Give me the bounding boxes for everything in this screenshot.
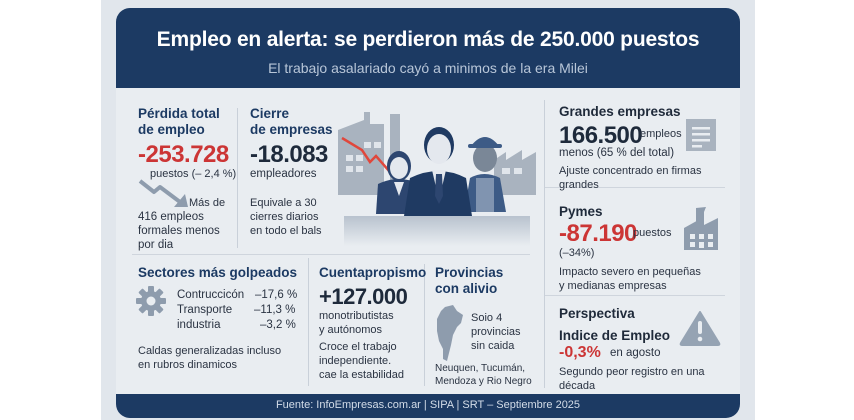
page-subtitle: El trabajo asalariado cayó a minimos de … [268,60,588,76]
perspectiva-unit: en agosto [610,347,661,359]
argentina-map-icon [437,305,463,361]
sector-row-value: –17,6 % [255,289,298,301]
sector-row-value: –3,2 % [260,319,296,331]
cuenta-unit-1: monotributistas [319,310,394,322]
cuenta-note-1: Croce el trabajo [319,341,397,353]
cierre-note-2: cierres diarios [250,211,319,223]
cuenta-title: Cuentapropismo [319,265,427,280]
provincias-note-3: sin caida [471,340,515,352]
cierre-unit: empleadores [250,168,317,180]
pymes-value: -87.190 [559,220,637,247]
perdida-note-2: 416 empleos [138,211,204,223]
cuenta-unit-2: y autónomos [319,324,382,336]
cierre-note-3: en todo el bals [250,225,322,237]
grandes-unit: empleos [640,128,682,140]
grandes-value: 166.500 [559,122,643,149]
divider [424,264,425,386]
perspectiva-note: Segundo peor registro en una década [559,366,705,392]
footer-banner: Fuente: InfoEmpresas.com.ar | SIPA | SRT… [116,394,740,418]
sectores-note-1: Caldas generalizadas incluso [138,345,282,357]
infographic-card: Empleo en alerta: se perdieron más de 25… [116,8,740,418]
provincias-list-2: Mendoza y Rio Negro [435,376,532,387]
provincias-title-1: Provincias [435,265,504,280]
document-icon [686,119,716,151]
provincias-title-2: con alivio [435,281,498,296]
perdida-title-2: de empleo [138,122,205,137]
pymes-title: Pymes [559,204,603,219]
perspectiva-subtitle: Indice de Empleo [559,328,671,343]
cuenta-note-3: cae la estabilidad [319,369,405,381]
divider [544,100,545,388]
header-banner: Empleo en alerta: se perdieron más de 25… [116,8,740,88]
perdida-note-3: formales menos [138,225,220,237]
divider [545,295,725,296]
page-title: Empleo en alerta: se perdieron más de 25… [156,28,700,51]
grandes-note: Ajuste concentrado en firmas grandes [559,165,702,191]
cierre-value: -18.083 [250,141,328,168]
perdida-unit: puestos (– 2,4 %) [150,168,237,180]
provincias-note-2: provincias [471,326,521,338]
pymes-note-1: Impacto severo en pequeñas [559,266,701,278]
divider [545,187,725,188]
sector-row-name: Transporte [177,304,233,316]
workers-and-factory-illustration [338,112,536,246]
perdida-value: -253.728 [138,141,229,168]
divider [132,254,530,255]
sectores-note-2: en rubros dinamicos [138,359,238,371]
cuenta-note-2: independiente. [319,355,392,367]
perdida-title-1: Pérdida total [138,106,220,121]
perspectiva-value: -0,3% [559,344,601,361]
cuenta-value: +127.000 [319,284,408,309]
grandes-title: Grandes empresas [559,104,681,119]
sectores-title: Sectores más golpeados [138,265,298,280]
perspectiva-title: Perspectiva [559,306,635,321]
divider [237,108,238,248]
grandes-unit-2: menos (65 % del total) [559,147,675,159]
source-text: Fuente: InfoEmpresas.com.ar | SIPA | SRT… [275,399,581,411]
provincias-list-1: Neuquen, Tucumán, [435,363,526,374]
sector-row-name: Contruccicón [177,289,245,301]
perdida-note-1: Más de [189,197,226,209]
divider [308,258,309,386]
gear-icon [136,286,166,316]
perdida-note-4: por dia [138,239,174,251]
cierre-title-1: Cierre [250,106,290,121]
pymes-note-2: y medianas empresas [559,280,667,292]
sector-row-value: –11,3 % [254,304,296,316]
pymes-pct: (–34%) [559,247,595,259]
factory-icon [684,207,718,250]
down-trend-arrow-icon [138,179,188,207]
sector-row-name: industria [177,319,221,331]
cierre-note-1: Equivale a 30 [250,197,317,209]
provincias-note-1: Soio 4 [471,312,503,324]
cierre-title-2: de empresas [250,122,333,137]
pymes-unit: puestos [633,227,672,239]
warning-icon [679,311,721,346]
